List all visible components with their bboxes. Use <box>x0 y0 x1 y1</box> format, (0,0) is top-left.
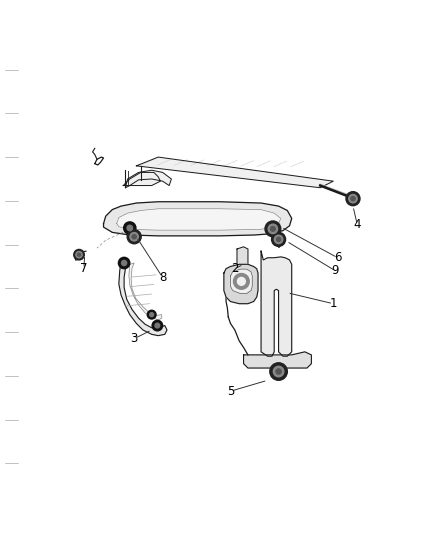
Polygon shape <box>129 263 161 320</box>
Circle shape <box>265 221 280 237</box>
Circle shape <box>152 320 162 331</box>
Circle shape <box>269 363 287 380</box>
Text: 6: 6 <box>333 251 341 264</box>
Polygon shape <box>261 251 291 356</box>
Circle shape <box>271 232 285 246</box>
Circle shape <box>350 197 354 201</box>
Circle shape <box>121 261 127 265</box>
Circle shape <box>124 222 136 234</box>
Circle shape <box>270 227 275 231</box>
Text: 9: 9 <box>331 264 339 277</box>
Circle shape <box>127 225 132 231</box>
Circle shape <box>74 249 84 260</box>
Polygon shape <box>103 201 291 236</box>
Text: 5: 5 <box>226 385 233 398</box>
Circle shape <box>276 369 281 374</box>
Polygon shape <box>125 170 171 188</box>
Polygon shape <box>136 157 332 188</box>
Circle shape <box>127 230 141 244</box>
Circle shape <box>130 232 138 241</box>
Polygon shape <box>230 269 252 294</box>
Circle shape <box>345 192 359 206</box>
Circle shape <box>77 253 81 256</box>
Circle shape <box>132 235 136 239</box>
Text: 1: 1 <box>329 297 336 310</box>
Circle shape <box>149 313 153 317</box>
Polygon shape <box>223 264 258 304</box>
Circle shape <box>147 310 155 319</box>
Polygon shape <box>117 209 280 230</box>
Circle shape <box>273 366 283 377</box>
Text: 3: 3 <box>130 332 138 345</box>
Circle shape <box>76 252 82 258</box>
Text: 7: 7 <box>80 262 88 275</box>
Circle shape <box>348 195 357 203</box>
Circle shape <box>155 323 159 328</box>
Circle shape <box>274 235 282 244</box>
Text: 8: 8 <box>159 271 166 284</box>
Circle shape <box>118 257 130 269</box>
Text: 4: 4 <box>353 219 360 231</box>
Polygon shape <box>119 260 166 336</box>
Polygon shape <box>123 172 160 185</box>
Circle shape <box>276 237 280 241</box>
Polygon shape <box>243 352 311 368</box>
Polygon shape <box>237 247 247 271</box>
Circle shape <box>233 273 249 289</box>
Text: 2: 2 <box>230 262 238 275</box>
Circle shape <box>268 224 277 233</box>
Circle shape <box>237 278 245 285</box>
